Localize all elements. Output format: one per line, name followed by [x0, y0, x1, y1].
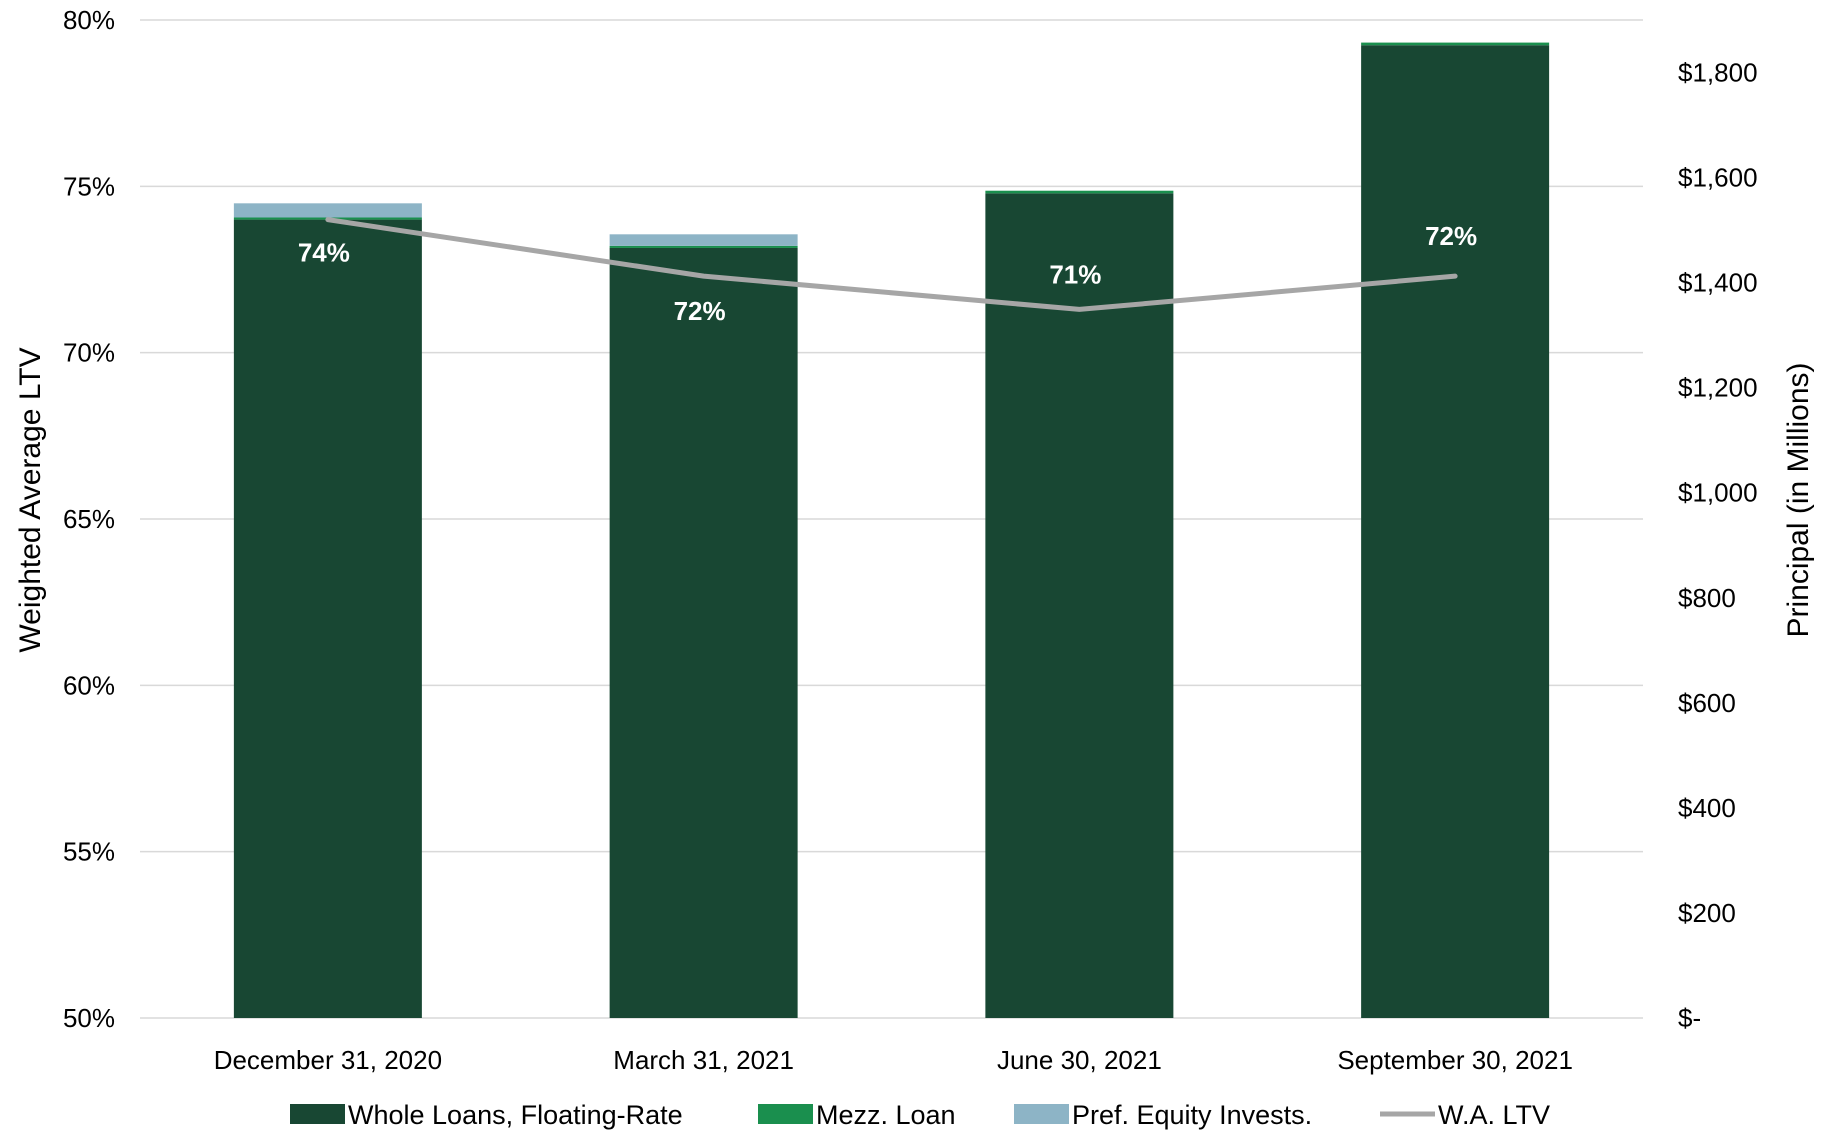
legend-label: Whole Loans, Floating-Rate: [348, 1100, 683, 1130]
ltv-data-label: 71%: [1049, 259, 1101, 289]
right-tick-label: $1,400: [1678, 268, 1758, 298]
bar-segment: [1361, 45, 1550, 1018]
right-tick-label: $800: [1678, 583, 1736, 613]
bar-segment: [233, 219, 422, 1019]
legend-item-whole-loans: Whole Loans, Floating-Rate: [290, 1100, 683, 1130]
bar-segment: [609, 245, 798, 248]
legend-item-wa-ltv: W.A. LTV: [1380, 1100, 1550, 1130]
legend-label: Pref. Equity Invests.: [1072, 1100, 1312, 1130]
bar-segment: [233, 203, 422, 218]
right-axis-title: Principal (in Millions): [1782, 362, 1815, 637]
ltv-series-line: [325, 217, 1458, 312]
data-labels: 74% 72% 71% 72%: [298, 221, 1477, 326]
x-tick-label: March 31, 2021: [613, 1045, 794, 1075]
left-axis-ticks: 50% 55% 60% 65% 70% 75% 80%: [63, 5, 115, 1033]
left-tick-label: 80%: [63, 5, 115, 35]
bar-segment: [985, 190, 1174, 194]
legend-label: Mezz. Loan: [816, 1100, 956, 1130]
bar-segment: [609, 247, 798, 1018]
legend-swatch: [1014, 1104, 1069, 1124]
left-tick-label: 60%: [63, 670, 115, 700]
right-axis-ticks: $- $200 $400 $600 $800 $1,000 $1,200 $1,400 $1,6…: [1678, 58, 1758, 1033]
bar-segment: [609, 234, 798, 246]
left-tick-label: 55%: [63, 837, 115, 867]
right-tick-label: $1,600: [1678, 163, 1758, 193]
x-tick-label: September 30, 2021: [1337, 1045, 1573, 1075]
right-tick-label: $1,800: [1678, 58, 1758, 88]
ltv-line: [325, 217, 1458, 312]
right-tick-label: $200: [1678, 898, 1736, 928]
bar-segment: [985, 193, 1174, 1018]
legend-item-mezz-loan: Mezz. Loan: [758, 1100, 956, 1130]
right-tick-label: $-: [1678, 1003, 1701, 1033]
ltv-data-label: 72%: [1425, 221, 1477, 251]
left-tick-label: 70%: [63, 338, 115, 368]
left-tick-label: 65%: [63, 504, 115, 534]
ltv-data-label: 72%: [674, 296, 726, 326]
left-tick-label: 75%: [63, 171, 115, 201]
right-tick-label: $1,200: [1678, 373, 1758, 403]
legend-swatch: [758, 1104, 813, 1124]
ltv-data-label: 74%: [298, 238, 350, 268]
legend-swatch: [290, 1104, 345, 1124]
legend: Whole Loans, Floating-Rate Mezz. Loan Pref…: [290, 1100, 1550, 1130]
left-tick-label: 50%: [63, 1003, 115, 1033]
right-tick-label: $400: [1678, 793, 1736, 823]
right-tick-label: $600: [1678, 688, 1736, 718]
x-axis-ticks: December 31, 2020 March 31, 2021 June 30, …: [214, 1045, 1573, 1075]
legend-item-pref-equity: Pref. Equity Invests.: [1014, 1100, 1312, 1130]
left-axis-title: Weighted Average LTV: [14, 347, 47, 652]
bars: [233, 42, 1550, 1019]
bar-segment: [1361, 42, 1550, 46]
x-tick-label: June 30, 2021: [997, 1045, 1162, 1075]
x-tick-label: December 31, 2020: [214, 1045, 442, 1075]
right-tick-label: $1,000: [1678, 478, 1758, 508]
legend-label: W.A. LTV: [1438, 1100, 1550, 1130]
